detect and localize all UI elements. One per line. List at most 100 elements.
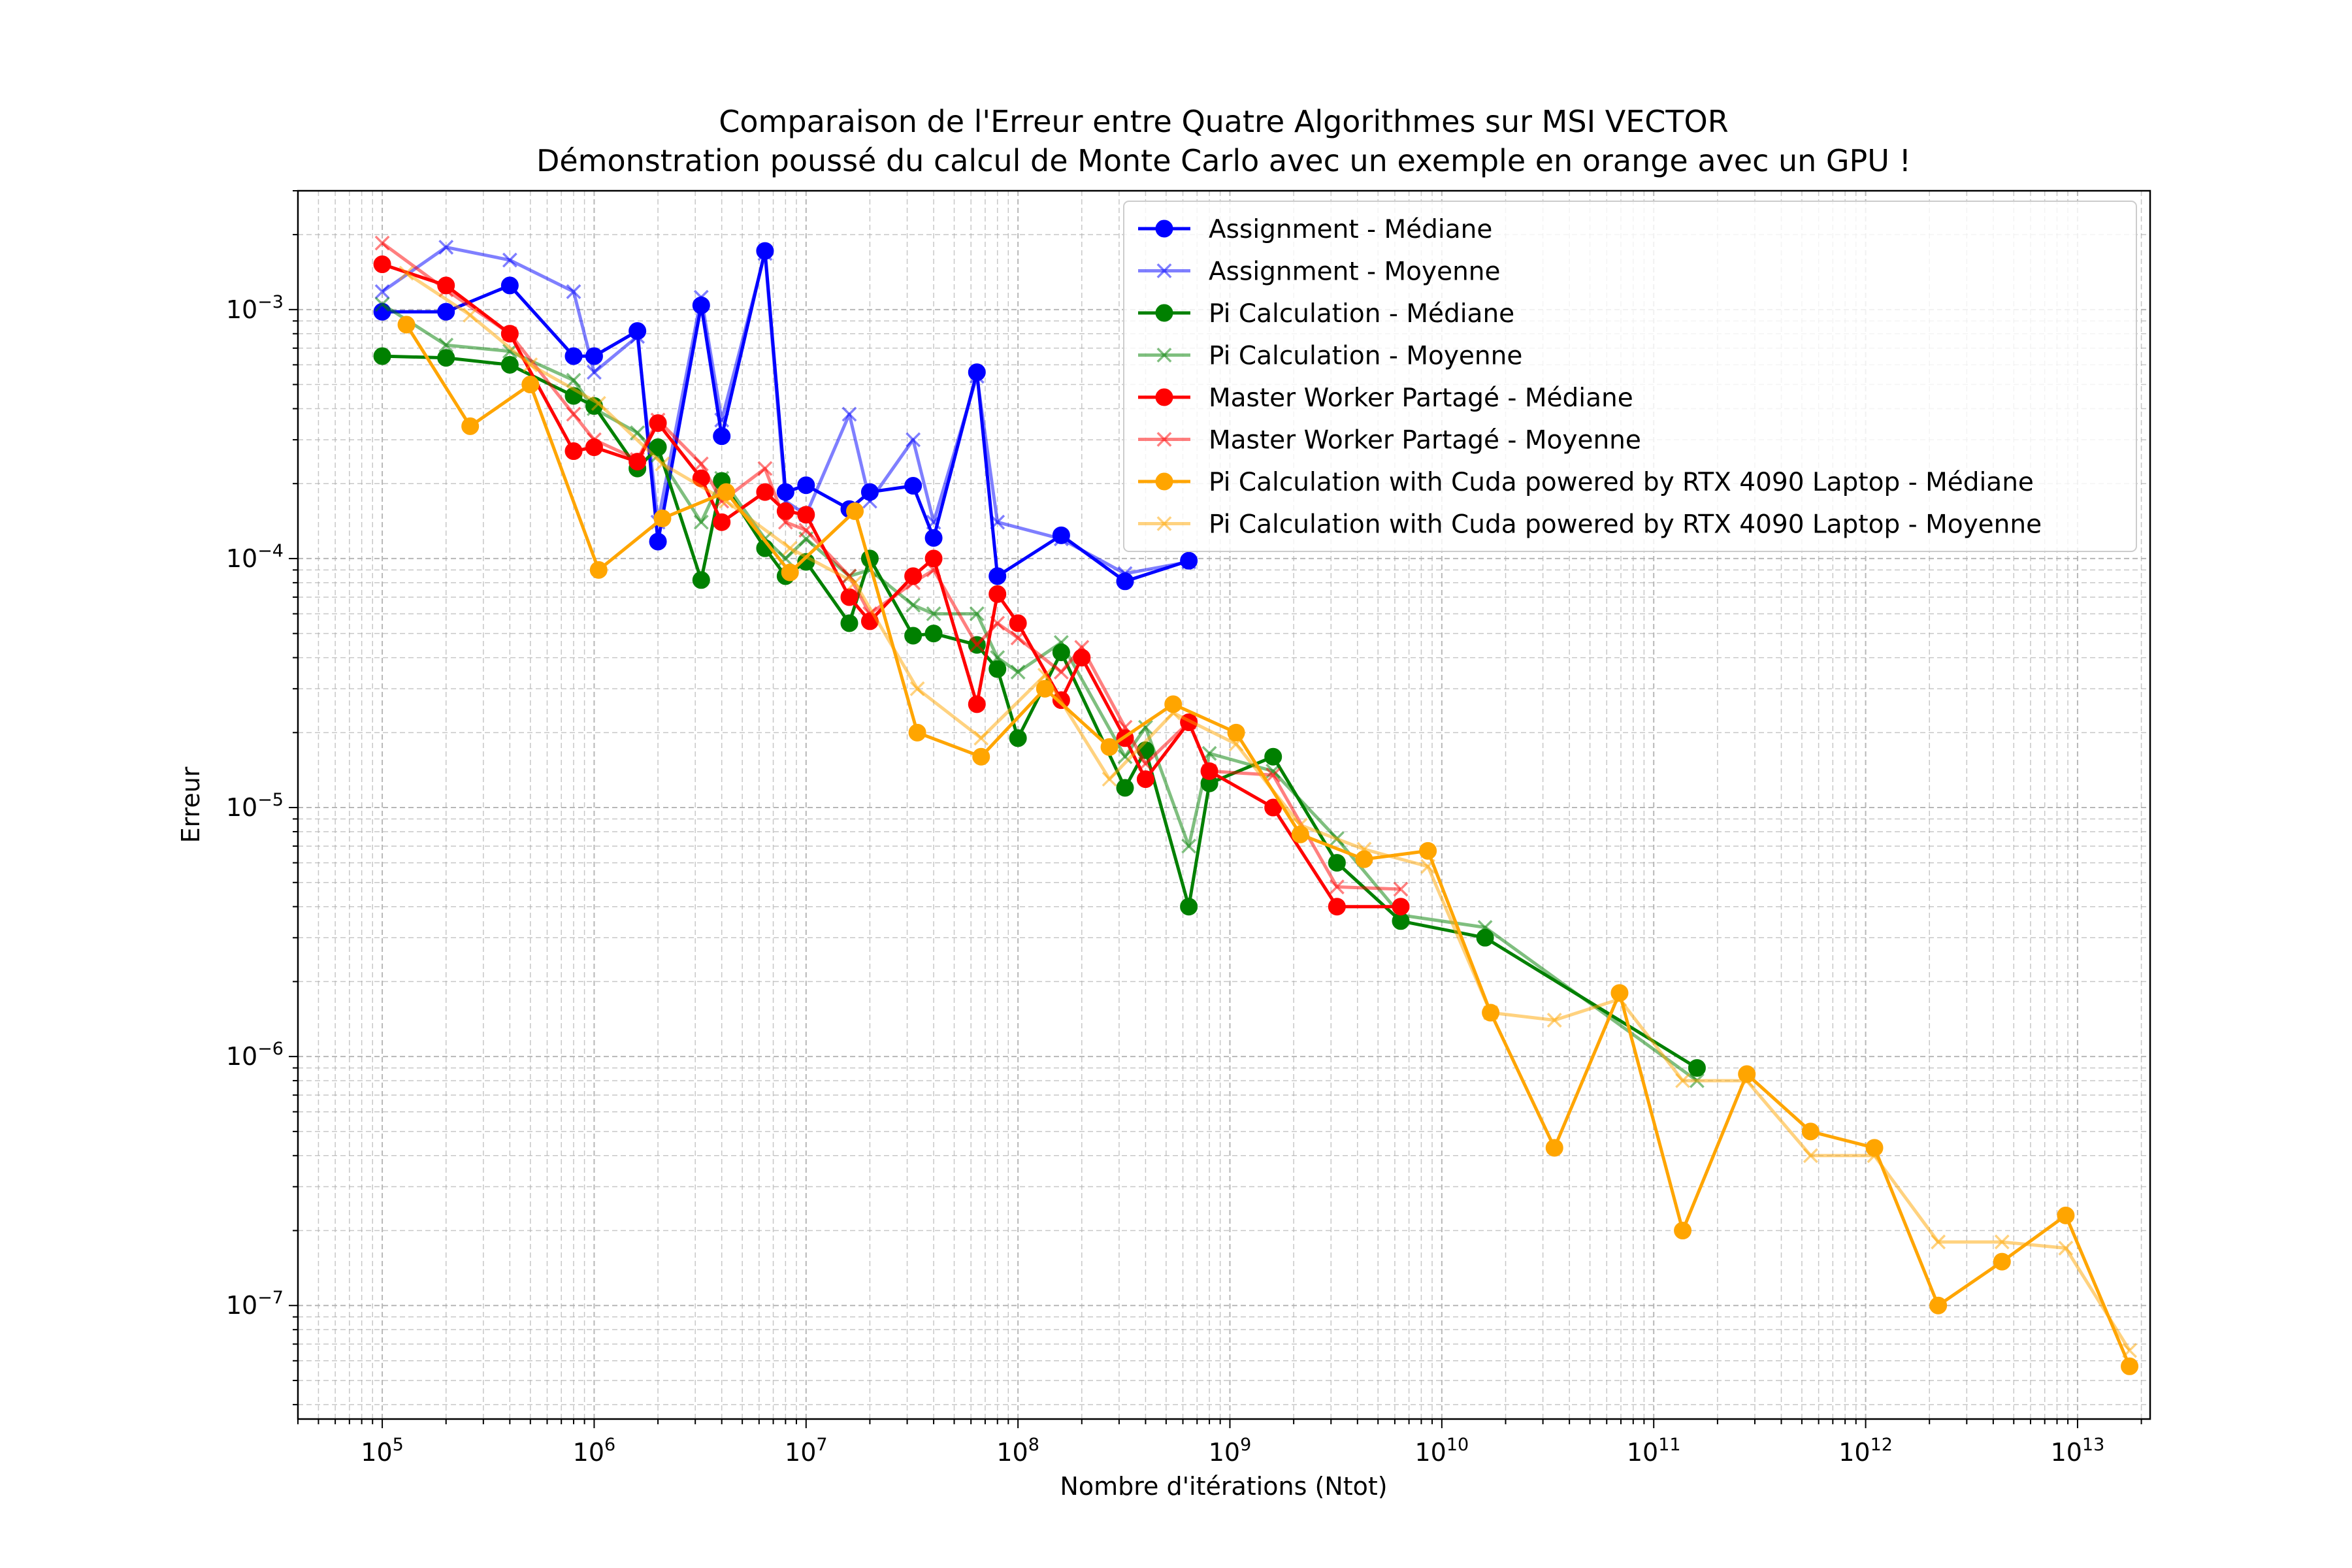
data-point bbox=[1356, 841, 1372, 857]
data-point bbox=[1420, 858, 1436, 874]
y-tick-exponent: −7 bbox=[257, 1288, 284, 1308]
data-point bbox=[714, 470, 730, 486]
data-point bbox=[650, 448, 666, 463]
data-point bbox=[2057, 1206, 2075, 1224]
data-point bbox=[1688, 1059, 1706, 1077]
x-tick-label: 1012 bbox=[1838, 1435, 1893, 1467]
legend-entry: Pi Calculation - Moyenne bbox=[1138, 342, 1522, 371]
data-point bbox=[564, 442, 583, 461]
data-point bbox=[990, 615, 1005, 631]
data-point bbox=[630, 329, 645, 344]
data-point bbox=[1037, 668, 1053, 683]
y-tick-base: 10 bbox=[226, 1291, 257, 1320]
x-tick-base: 10 bbox=[2051, 1438, 2082, 1467]
data-point bbox=[1292, 817, 1308, 833]
x-tick-label: 1013 bbox=[2051, 1435, 2105, 1467]
data-point bbox=[693, 456, 709, 472]
data-point bbox=[988, 660, 1007, 678]
data-point bbox=[840, 614, 858, 632]
data-point bbox=[924, 625, 943, 643]
plot-frame bbox=[297, 189, 2151, 1420]
data-point bbox=[714, 412, 730, 428]
y-tick-exponent: −5 bbox=[257, 790, 284, 810]
x-tick-label: 105 bbox=[361, 1435, 404, 1467]
data-point bbox=[1994, 1234, 2010, 1250]
series-line bbox=[381, 241, 1401, 891]
data-point bbox=[1483, 1005, 1499, 1021]
y-tick-exponent: −4 bbox=[257, 541, 284, 561]
data-point bbox=[1739, 1073, 1755, 1088]
data-point bbox=[1181, 838, 1197, 854]
data-point bbox=[969, 606, 985, 621]
data-point bbox=[1675, 1073, 1690, 1088]
data-point bbox=[1329, 879, 1345, 894]
data-point bbox=[693, 514, 709, 530]
y-tick-label: 10−7 bbox=[226, 1288, 284, 1320]
data-point bbox=[713, 427, 731, 446]
series-2 bbox=[374, 239, 1197, 581]
legend-entry: Pi Calculation - Médiane bbox=[1138, 299, 1514, 329]
y-axis-label: Erreur bbox=[176, 766, 205, 843]
data-point bbox=[757, 461, 773, 476]
data-point bbox=[757, 246, 773, 261]
legend-entry: Assignment - Médiane bbox=[1138, 215, 1492, 244]
x-tick-exponent: 6 bbox=[604, 1435, 615, 1455]
data-point bbox=[1227, 723, 1245, 742]
data-point bbox=[782, 540, 798, 556]
data-point bbox=[523, 357, 538, 372]
series-area bbox=[373, 235, 2139, 1375]
x-tick-base: 10 bbox=[1838, 1438, 1870, 1467]
data-point bbox=[926, 606, 941, 621]
data-point bbox=[841, 406, 857, 422]
data-point bbox=[1100, 738, 1119, 756]
data-point bbox=[1801, 1122, 1820, 1141]
legend-label: Assignment - Médiane bbox=[1209, 215, 1492, 244]
y-tick-exponent: −3 bbox=[257, 292, 284, 312]
x-tick-base: 10 bbox=[1209, 1438, 1240, 1467]
y-tick-base: 10 bbox=[226, 1042, 257, 1071]
data-point bbox=[924, 529, 943, 547]
data-point bbox=[463, 307, 478, 323]
data-point bbox=[437, 302, 455, 321]
data-point bbox=[1116, 779, 1134, 797]
legend-label: Pi Calculation with Cuda powered by RTX … bbox=[1209, 510, 2042, 540]
data-point bbox=[566, 372, 581, 388]
legend-label: Master Worker Partagé - Moyenne bbox=[1209, 426, 1641, 455]
legend-swatch-marker bbox=[1156, 348, 1172, 363]
data-point bbox=[437, 349, 455, 367]
data-point bbox=[1102, 772, 1117, 787]
data-point bbox=[1355, 850, 1373, 868]
data-point bbox=[1053, 635, 1069, 650]
legend-entry: Pi Calculation with Cuda powered by RTX … bbox=[1138, 468, 2034, 497]
data-point bbox=[973, 730, 989, 746]
x-tick-exponent: 13 bbox=[2082, 1435, 2104, 1455]
data-point bbox=[1266, 767, 1281, 783]
data-point bbox=[781, 563, 799, 581]
data-point bbox=[1867, 1148, 1882, 1164]
x-tick-base: 10 bbox=[1415, 1438, 1446, 1467]
legend-swatch-marker bbox=[1155, 388, 1173, 406]
data-point bbox=[713, 513, 731, 531]
legend-swatch-marker bbox=[1155, 304, 1173, 322]
data-point bbox=[990, 650, 1005, 666]
data-point bbox=[566, 284, 581, 299]
x-tick-label: 108 bbox=[996, 1435, 1039, 1467]
legend: Assignment - Médiane Assignment - Moyenne… bbox=[1123, 201, 2137, 552]
data-point bbox=[1929, 1296, 1948, 1315]
data-point bbox=[373, 347, 391, 365]
data-point bbox=[988, 585, 1007, 603]
data-point bbox=[906, 575, 921, 591]
data-point bbox=[1993, 1252, 2011, 1271]
data-point bbox=[1166, 705, 1181, 721]
data-point bbox=[1180, 898, 1198, 916]
data-point bbox=[1117, 749, 1133, 764]
data-point bbox=[1328, 854, 1346, 872]
data-point bbox=[2122, 1343, 2138, 1358]
x-tick-label: 1010 bbox=[1415, 1435, 1469, 1467]
data-point bbox=[438, 337, 454, 353]
data-point bbox=[692, 571, 710, 589]
data-point bbox=[1181, 554, 1197, 570]
data-point bbox=[438, 239, 454, 255]
x-tick-label: 106 bbox=[573, 1435, 616, 1467]
data-point bbox=[2121, 1357, 2139, 1375]
